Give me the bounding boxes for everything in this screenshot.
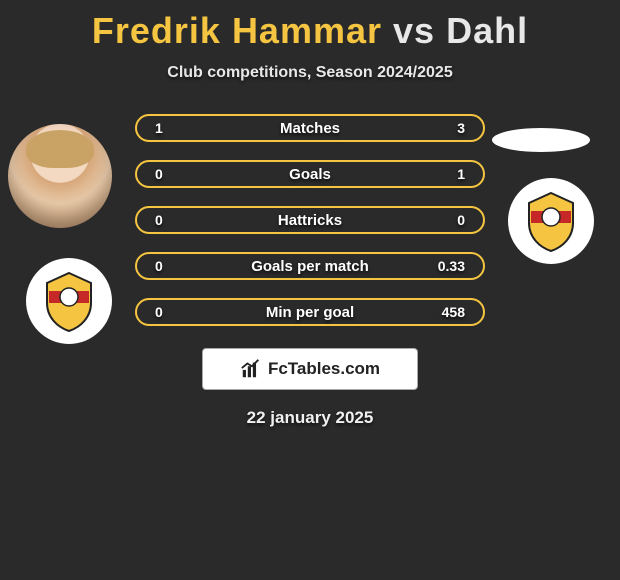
stat-right-value: 3 [457,120,465,136]
stat-right-value: 0.33 [438,258,465,274]
chart-icon [240,358,262,380]
comparison-title: Fredrik Hammar vs Dahl [0,0,620,52]
crest-icon [519,189,583,253]
player1-avatar [8,124,112,228]
brand-attribution: FcTables.com [202,348,418,390]
player2-avatar-placeholder [492,128,590,152]
stat-pill: 0 Goals per match 0.33 [135,252,485,280]
stat-right-value: 458 [442,304,465,320]
stat-right-value: 1 [457,166,465,182]
brand-text: FcTables.com [268,359,380,379]
stat-row: 0 Goals per match 0.33 [135,252,485,280]
subtitle: Club competitions, Season 2024/2025 [0,64,620,82]
stat-row: 1 Matches 3 [135,114,485,142]
stat-pill: 0 Hattricks 0 [135,206,485,234]
player1-name: Fredrik Hammar [92,10,382,51]
player2-club-crest [508,178,594,264]
stat-row: 0 Min per goal 458 [135,298,485,326]
stat-label: Goals [137,166,483,183]
stat-label: Matches [137,120,483,137]
stat-pill: 0 Min per goal 458 [135,298,485,326]
stat-row: 0 Goals 1 [135,160,485,188]
stat-right-value: 0 [457,212,465,228]
player2-name: Dahl [446,10,528,51]
player1-club-crest [26,258,112,344]
stat-pill: 0 Goals 1 [135,160,485,188]
crest-icon [37,269,101,333]
stat-label: Min per goal [137,304,483,321]
stat-row: 0 Hattricks 0 [135,206,485,234]
stat-pill: 1 Matches 3 [135,114,485,142]
vs-text: vs [393,10,435,51]
stat-label: Hattricks [137,212,483,229]
snapshot-date: 22 january 2025 [0,408,620,428]
stat-label: Goals per match [137,258,483,275]
